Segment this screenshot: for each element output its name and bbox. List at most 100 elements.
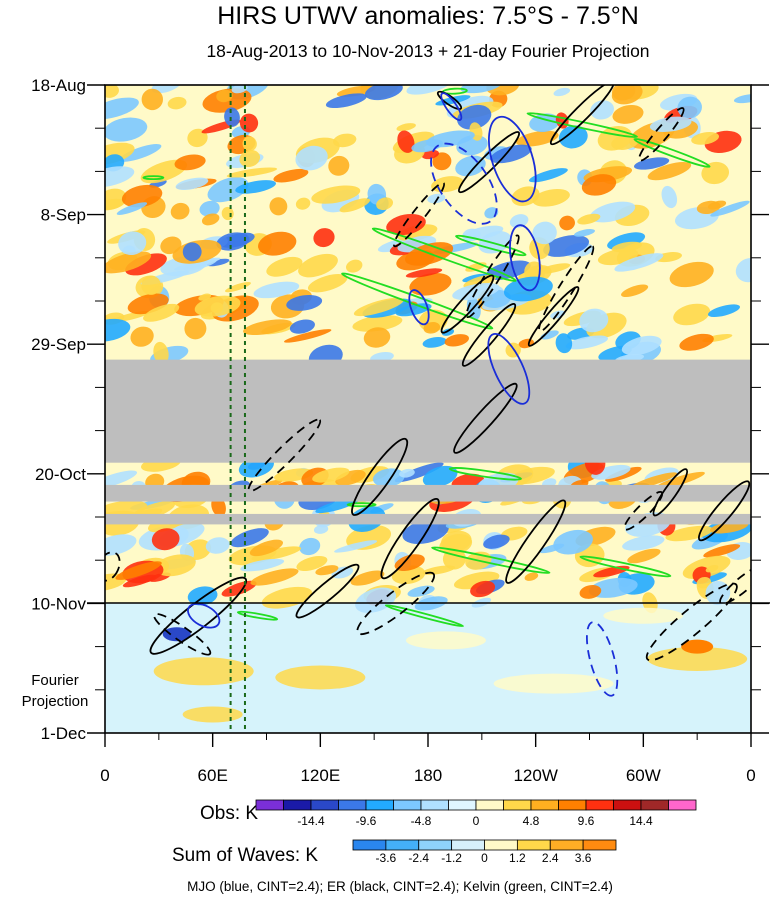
obs-patch: [589, 201, 636, 223]
y-axis-tick-labels: 18-Aug 8-Sep 29-Sep 20-Oct 10-Nov 1-Dec: [31, 76, 86, 743]
colorbar-tick-label: 9.6: [578, 814, 595, 828]
obs-patch: [490, 144, 532, 164]
obs-patch: [225, 282, 251, 293]
colorbar-cell: [475, 799, 504, 811]
obs-patch: [577, 213, 601, 225]
obs-patch: [590, 100, 614, 120]
obs-patch: [155, 554, 196, 577]
chart-subtitle: 18-Aug-2013 to 10-Nov-2013 + 21-day Four…: [206, 41, 649, 61]
obs-patch: [115, 561, 162, 580]
obs-patch: [555, 333, 573, 354]
obs-patch: [470, 580, 496, 598]
colorbar-cell: [549, 839, 584, 851]
obs-patch: [141, 275, 161, 295]
projection-patch: [405, 631, 486, 650]
er-contours: [105, 85, 751, 662]
y-tick-label: 20-Oct: [35, 465, 86, 484]
obs-patch: [405, 268, 443, 278]
obs-patch: [543, 235, 590, 257]
obs-patch: [460, 85, 502, 94]
obs-patch: [649, 116, 692, 133]
obs-patch: [224, 107, 240, 127]
obs-patch: [565, 335, 609, 350]
mjo-contours: [187, 92, 619, 697]
obs-patch: [733, 94, 751, 104]
kelvin-contour: [346, 502, 377, 508]
obs-patch: [352, 315, 403, 332]
obs-patch: [345, 259, 363, 273]
obs-patch: [710, 200, 750, 217]
obs-patch: [167, 96, 187, 110]
er-contour: [393, 181, 445, 248]
colorbar-cell: [385, 839, 420, 851]
kelvin-contour: [633, 138, 711, 168]
obs-patch: [647, 161, 692, 181]
kelvin-contour: [448, 467, 522, 481]
obs-patch: [187, 586, 218, 606]
obs-patch: [119, 144, 162, 162]
colorbar-cell: [418, 839, 453, 851]
obs-patch: [187, 128, 208, 148]
er-contour: [505, 499, 567, 584]
er-contour: [461, 303, 517, 367]
obs-patch: [328, 155, 350, 176]
y-tick-label: 29-Sep: [31, 335, 86, 354]
obs-patch: [284, 329, 332, 343]
obs-patch: [269, 197, 288, 216]
mjo-contour: [487, 333, 531, 405]
er-contour: [153, 613, 212, 656]
missing-data-band: [105, 484, 751, 502]
obs-patch: [363, 327, 391, 348]
obs-patch: [313, 524, 329, 534]
colorbar-tick-label: -9.6: [356, 814, 377, 828]
x-tick-label: 0: [100, 766, 109, 785]
obs-patch: [703, 544, 741, 558]
colorbar-cell: [668, 799, 697, 811]
obs-patch: [174, 154, 206, 171]
kelvin-contour: [579, 555, 672, 578]
obs-patch: [298, 253, 338, 278]
obs-patch: [696, 576, 712, 589]
kelvin-contour: [384, 604, 464, 628]
obs-patch: [307, 274, 348, 293]
er-contour: [105, 551, 121, 582]
obs-patch: [559, 215, 575, 231]
er-contour: [351, 437, 409, 516]
obs-patch: [696, 200, 721, 215]
colorbar-cell: [255, 799, 284, 811]
colorbar-cell: [352, 839, 387, 851]
obs-patch: [553, 529, 593, 555]
er-contour: [527, 286, 580, 347]
x-tick-label: 120E: [300, 766, 340, 785]
obs-patch: [486, 85, 520, 96]
projection-patch: [275, 665, 366, 690]
obs-patch: [621, 284, 649, 298]
colorbar-cell: [365, 799, 394, 811]
obs-patch: [105, 534, 137, 556]
obs-patch: [258, 231, 297, 256]
x-axis-tick-labels: 0 60E 120E 180 120W 60W 0: [100, 766, 755, 785]
obs-patch: [336, 85, 376, 97]
obs-patch: [182, 242, 202, 262]
colorbar-tick-label: 0: [481, 851, 488, 865]
obs-patch: [296, 555, 328, 572]
obs-patch: [216, 89, 233, 103]
obs-colorbar-labels: -14.4 -9.6 -4.8 0 4.8 9.6 14.4: [297, 814, 653, 828]
y-axis-ticks: [87, 84, 769, 734]
obs-patch: [125, 253, 167, 276]
obs-patch: [422, 336, 447, 348]
projected-anomaly-field: [153, 607, 748, 723]
obs-patch: [251, 546, 302, 561]
obs-patch: [705, 564, 719, 573]
mjo-contour: [509, 224, 541, 292]
obs-patch: [540, 330, 559, 340]
obs-patch: [289, 319, 315, 334]
projection-patch: [647, 646, 748, 671]
obs-patch: [105, 117, 148, 142]
y-tick-label: 10-Nov: [31, 594, 86, 613]
obs-patch: [184, 317, 207, 340]
reference-lines: [229, 85, 246, 733]
projection-patch: [162, 627, 191, 642]
projection-patch: [681, 639, 714, 654]
